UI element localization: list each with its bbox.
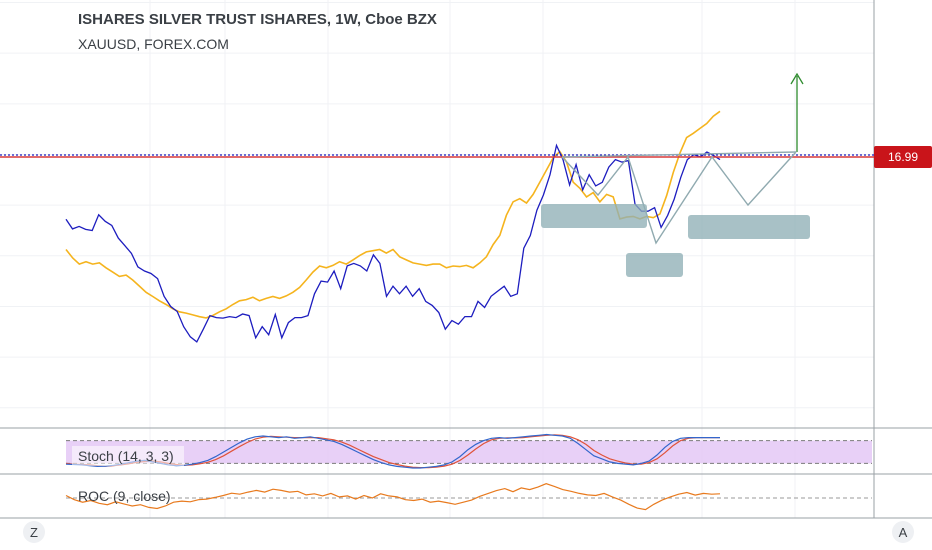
- pattern-path: [561, 151, 797, 245]
- auto-scale-button-bg: [892, 521, 914, 543]
- head-shoulders-pattern[interactable]: [541, 151, 810, 277]
- last-price-tag-bg: [874, 146, 932, 168]
- roc-legend[interactable]: ROC (9, close): [78, 488, 171, 504]
- roc-lines: [65, 483, 721, 511]
- pattern-label-bg: [541, 204, 647, 228]
- chart-title: ISHARES SILVER TRUST ISHARES, 1W, Cboe B…: [78, 11, 437, 28]
- target-arrow[interactable]: [790, 72, 804, 152]
- stoch-band: [66, 440, 872, 464]
- stoch-legend-bg: [72, 446, 184, 466]
- stoch-legend[interactable]: Stoch (14, 3, 3): [78, 448, 174, 464]
- pattern-label-bg: [688, 215, 810, 239]
- main-series: [65, 110, 721, 343]
- pattern-label-bg: [626, 253, 683, 277]
- neckline: [561, 151, 797, 158]
- last-price-tag: 16.99: [874, 146, 932, 168]
- roc-line: [65, 483, 721, 511]
- compare-symbol-label: XAUUSD, FOREX.COM: [78, 36, 229, 52]
- timezone-button-bg: [23, 521, 45, 543]
- target-arrow-head: [790, 72, 804, 85]
- timezone-button-label: Z: [30, 525, 38, 540]
- timezone-button[interactable]: Z: [23, 521, 45, 543]
- last-price-value: 16.99: [888, 150, 918, 164]
- series-slv: [65, 143, 721, 343]
- auto-scale-button[interactable]: A: [892, 521, 914, 543]
- auto-scale-button-label: A: [899, 525, 908, 540]
